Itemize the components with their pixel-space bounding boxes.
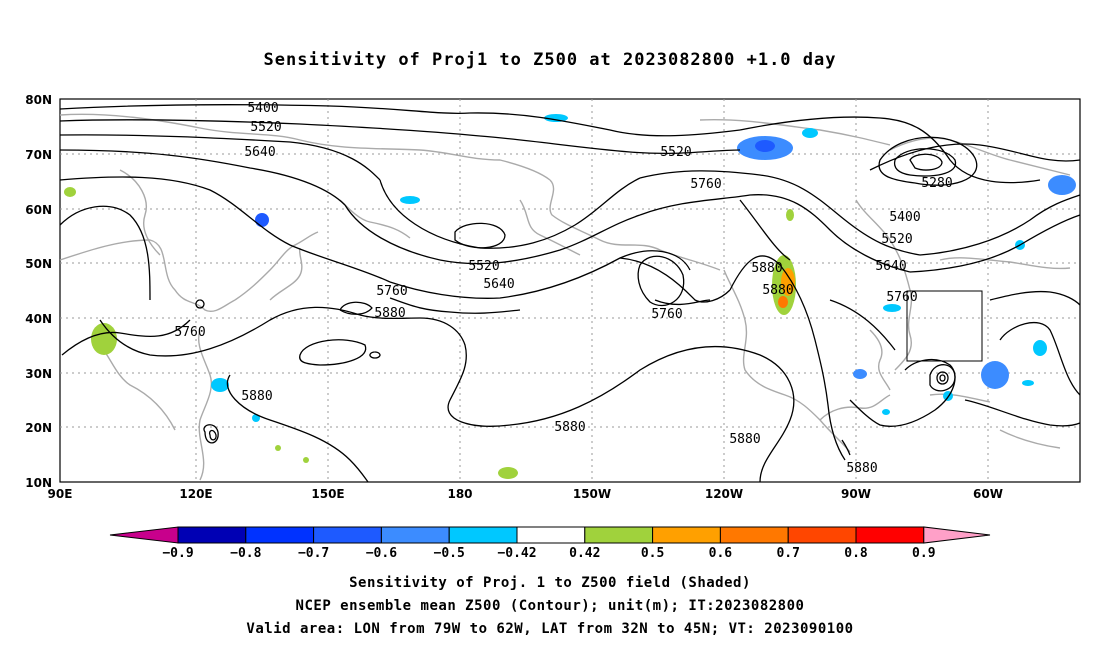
contour-label: 5760 bbox=[690, 177, 721, 192]
lat-label: 30N bbox=[25, 367, 52, 381]
negative-shading-patch bbox=[882, 409, 890, 415]
lon-label: 120E bbox=[179, 487, 212, 501]
positive-shading-patch bbox=[64, 187, 76, 197]
longitude-labels: 90E 120E 150E 180 150W 120W 90W 60W bbox=[48, 487, 1003, 501]
colorbar-swatch bbox=[516, 526, 586, 544]
negative-shading-patch bbox=[1033, 340, 1047, 356]
contour-label: 5640 bbox=[875, 259, 906, 274]
contour-label: 5520 bbox=[250, 120, 281, 135]
colorbar-left-arrow bbox=[109, 526, 179, 544]
positive-shading-patch bbox=[91, 323, 117, 355]
lat-label: 70N bbox=[25, 148, 52, 162]
colorbar-swatch bbox=[177, 526, 247, 544]
colorbar-tick-label: 0.9 bbox=[912, 546, 935, 561]
contour-labels: 5400 5520 5640 5520 5760 5280 5400 5520 … bbox=[174, 101, 952, 476]
lat-label: 20N bbox=[25, 421, 52, 435]
colorbar-tick-label: 0.6 bbox=[709, 546, 733, 561]
contour-label: 5520 bbox=[881, 232, 912, 247]
positive-shading-patch bbox=[778, 296, 788, 308]
lat-label: 60N bbox=[25, 203, 52, 217]
lat-label: 50N bbox=[25, 257, 52, 271]
caption-line-2: NCEP ensemble mean Z500 (Contour); unit(… bbox=[295, 598, 805, 614]
colorbar-swatch bbox=[787, 526, 857, 544]
contour-label: 5760 bbox=[651, 307, 682, 322]
contour-label: 5760 bbox=[886, 290, 917, 305]
colorbar-tick-label: −0.6 bbox=[366, 546, 397, 561]
contour-label: 5880 bbox=[729, 432, 760, 447]
colorbar-swatch bbox=[313, 526, 382, 544]
colorbar-labels: −0.9 −0.8 −0.7 −0.6 −0.5 −0.42 0.42 0.5 0.6 0.7 0.… bbox=[162, 546, 935, 561]
colorbar-tick-label: −0.42 bbox=[497, 546, 536, 561]
map-title: Sensitivity of Proj1 to Z500 at 20230828… bbox=[263, 50, 837, 70]
colorbar-tick-label: 0.7 bbox=[776, 546, 799, 561]
lat-label: 10N bbox=[25, 476, 52, 490]
colorbar-tick-label: −0.5 bbox=[434, 546, 465, 561]
positive-shading-patch bbox=[275, 445, 281, 451]
lon-label: 150W bbox=[573, 487, 611, 501]
z500-contours bbox=[59, 104, 1081, 483]
grid-lines bbox=[60, 99, 1080, 482]
negative-shading-patch bbox=[1022, 380, 1034, 386]
lat-label: 40N bbox=[25, 312, 52, 326]
colorbar-tick-label: 0.42 bbox=[569, 546, 600, 561]
contour-label: 5880 bbox=[374, 306, 405, 321]
negative-shading-patch bbox=[400, 196, 420, 204]
contour-label: 5400 bbox=[247, 101, 278, 116]
caption-line-3: Valid area: LON from 79W to 62W, LAT fro… bbox=[246, 621, 854, 637]
latitude-labels: 80N 70N 60N 50N 40N 30N 20N 10N bbox=[25, 93, 52, 490]
contour-label: 5280 bbox=[921, 176, 952, 191]
sensitivity-shading bbox=[64, 114, 1076, 479]
coastlines bbox=[59, 113, 1071, 481]
positive-shading-patch bbox=[498, 467, 518, 479]
lat-label: 80N bbox=[25, 93, 52, 107]
contour-label: 5520 bbox=[660, 145, 691, 160]
colorbar-swatch bbox=[855, 526, 925, 544]
colorbar-swatch bbox=[448, 526, 518, 544]
lon-label: 90E bbox=[48, 487, 73, 501]
colorbar-tick-label: −0.7 bbox=[298, 546, 329, 561]
lon-label: 120W bbox=[705, 487, 743, 501]
lon-label: 90W bbox=[841, 487, 871, 501]
lon-label: 150E bbox=[311, 487, 344, 501]
colorbar-swatch bbox=[719, 526, 789, 544]
colorbar-swatch bbox=[380, 526, 450, 544]
contour-label: 5760 bbox=[174, 325, 205, 340]
contour-label: 5520 bbox=[468, 259, 499, 274]
valid-area-box bbox=[906, 290, 983, 362]
contour-label: 5880 bbox=[846, 461, 877, 476]
contour-label: 5400 bbox=[889, 210, 920, 225]
negative-shading-patch bbox=[544, 114, 568, 122]
contour-label: 5880 bbox=[241, 389, 272, 404]
colorbar-right-arrow bbox=[923, 526, 991, 544]
negative-shading-patch bbox=[802, 128, 818, 138]
contour-label: 5880 bbox=[751, 261, 782, 276]
negative-shading-patch bbox=[755, 140, 775, 152]
colorbar-tick-label: 0.8 bbox=[844, 546, 868, 561]
contour-label: 5760 bbox=[376, 284, 407, 299]
negative-shading-patch bbox=[211, 378, 229, 392]
positive-shading-patch bbox=[303, 457, 309, 463]
lon-label: 60W bbox=[973, 487, 1003, 501]
negative-shading-patch bbox=[255, 213, 269, 227]
colorbar-swatch bbox=[584, 526, 654, 544]
contour-label: 5640 bbox=[483, 277, 514, 292]
contour-label: 5880 bbox=[554, 420, 585, 435]
positive-shading-patch bbox=[786, 209, 794, 221]
negative-shading-patch bbox=[1048, 175, 1076, 195]
colorbar-tick-label: −0.9 bbox=[162, 546, 193, 561]
contour-label: 5640 bbox=[244, 145, 275, 160]
colorbar bbox=[109, 526, 991, 544]
caption-line-1: Sensitivity of Proj. 1 to Z500 field (Sh… bbox=[349, 575, 751, 591]
negative-shading-patch bbox=[853, 369, 867, 379]
colorbar-swatch bbox=[245, 526, 315, 544]
colorbar-tick-label: −0.8 bbox=[230, 546, 261, 561]
colorbar-tick-label: 0.5 bbox=[641, 546, 664, 561]
colorbar-swatch bbox=[652, 526, 721, 544]
negative-shading-patch bbox=[981, 361, 1009, 389]
negative-shading-patch bbox=[883, 304, 901, 312]
positive-shading-patch bbox=[781, 268, 795, 296]
lon-label: 180 bbox=[447, 487, 472, 501]
contour-label: 5880 bbox=[762, 283, 793, 298]
